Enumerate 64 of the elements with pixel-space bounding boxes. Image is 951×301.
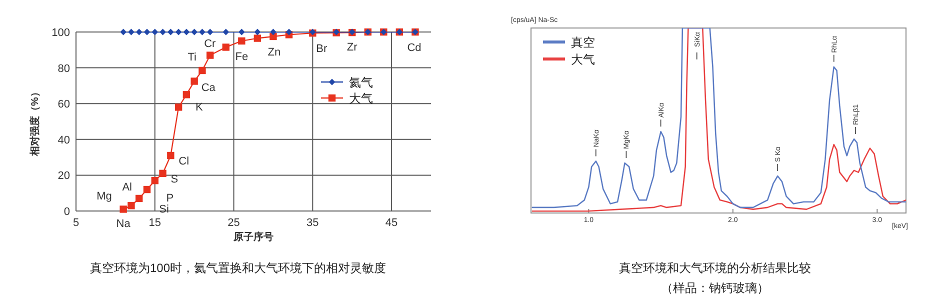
point <box>238 37 246 45</box>
annotation: Al <box>122 181 132 194</box>
annotation: Cd <box>407 42 422 54</box>
annotation: Mg <box>96 190 112 203</box>
point <box>183 28 190 36</box>
point <box>270 32 277 40</box>
annotation: Br <box>316 43 328 56</box>
point <box>191 28 198 36</box>
point <box>167 28 174 36</box>
y-tick-label: 80 <box>58 62 70 75</box>
legend-label: 氦气 <box>349 76 373 90</box>
point <box>222 28 230 36</box>
point <box>152 28 158 36</box>
annotation: P <box>166 192 174 205</box>
point <box>206 28 214 36</box>
point <box>120 206 127 213</box>
point <box>190 78 198 85</box>
point <box>286 28 292 36</box>
annotation: K <box>195 102 204 114</box>
annotation: Ca <box>201 82 216 94</box>
point <box>120 28 127 36</box>
y-tick-label: 20 <box>58 170 70 182</box>
x-axis-title: 原子序号 <box>232 231 274 243</box>
annotation: Fe <box>235 50 248 63</box>
y-tick-label: 100 <box>52 27 70 39</box>
y-tick-label: 40 <box>58 134 70 146</box>
point <box>254 34 262 42</box>
legend-label: 大气 <box>571 52 595 66</box>
point <box>136 28 142 36</box>
point <box>159 170 166 178</box>
y-tick-label: 60 <box>58 98 70 111</box>
text: （样品：钠钙玻璃） <box>661 281 769 295</box>
point <box>144 28 150 36</box>
point <box>128 202 135 210</box>
point <box>175 28 182 36</box>
annotation: Na <box>116 218 132 230</box>
x-tick-label: 25 <box>228 217 240 229</box>
annotation: Zr <box>346 42 358 54</box>
x-tick-label: 35 <box>306 217 319 229</box>
annotation: Cl <box>178 156 190 168</box>
annotation: Ti <box>188 51 196 64</box>
legend-label: 大气 <box>349 92 373 106</box>
point <box>151 176 158 184</box>
text: 真空环境为100时，氦气置换和大气环境下的相对灵敏度 <box>90 261 386 275</box>
point <box>206 52 214 59</box>
point <box>238 28 245 36</box>
point <box>182 91 190 98</box>
point <box>167 152 174 160</box>
point <box>198 66 206 74</box>
point <box>136 194 143 202</box>
point <box>143 186 151 194</box>
annotation: S <box>170 173 178 186</box>
point <box>254 28 261 36</box>
y-axis-title: 相对强度（%） <box>29 87 41 157</box>
y-tick-label: 0 <box>64 206 70 218</box>
point <box>222 44 230 51</box>
annotation: Cr <box>204 38 216 50</box>
legend-label: 真空 <box>571 36 595 50</box>
x-tick-label: 45 <box>385 217 398 229</box>
x-tick-label: 15 <box>148 217 162 229</box>
annotation: Zn <box>268 46 281 58</box>
point <box>174 104 182 111</box>
x-tick-label: 5 <box>72 217 80 229</box>
text: 真空环境和大气环境的分析结果比较 <box>619 261 811 275</box>
